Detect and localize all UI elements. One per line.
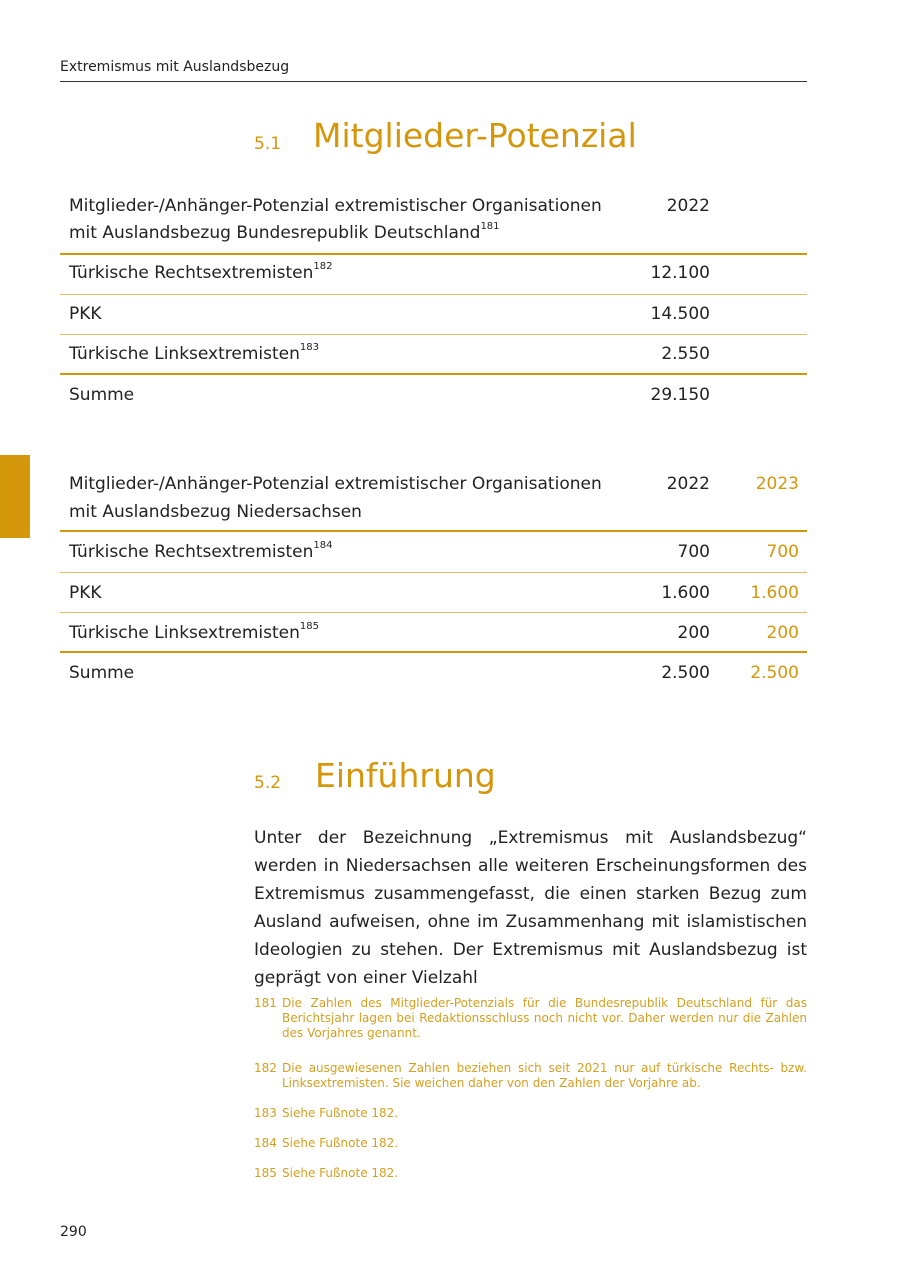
section-title: Mitglieder-Potenzial [313, 116, 637, 155]
footnote: 182 Die ausgewiesenen Zahlen beziehen sic… [254, 1061, 807, 1090]
body-paragraph: Unter der Bezeichnung „Extremismus mit A… [254, 828, 807, 988]
footnote: 184 Siehe Fußnote 182. [254, 1136, 399, 1150]
page-number: 290 [60, 1224, 87, 1240]
section-title: Einführung [315, 756, 496, 795]
running-header: Extremismus mit Auslandsbezug [60, 59, 290, 75]
header-divider [60, 81, 807, 82]
chapter-tab-marker [0, 455, 30, 538]
footnote: 185 Siehe Fußnote 182. [254, 1166, 399, 1180]
column-header: 2023 [755, 474, 799, 494]
column-header: 2022 [666, 196, 710, 216]
column-header: 2022 [666, 474, 710, 494]
section-number: 5.2 [254, 773, 282, 793]
divider [60, 253, 807, 255]
footnote: 183 Siehe Fußnote 182. [254, 1106, 399, 1120]
section-number: 5.1 [254, 134, 282, 154]
footnote: 181 Die Zahlen des Mitglieder-Potenzials … [254, 996, 807, 1040]
